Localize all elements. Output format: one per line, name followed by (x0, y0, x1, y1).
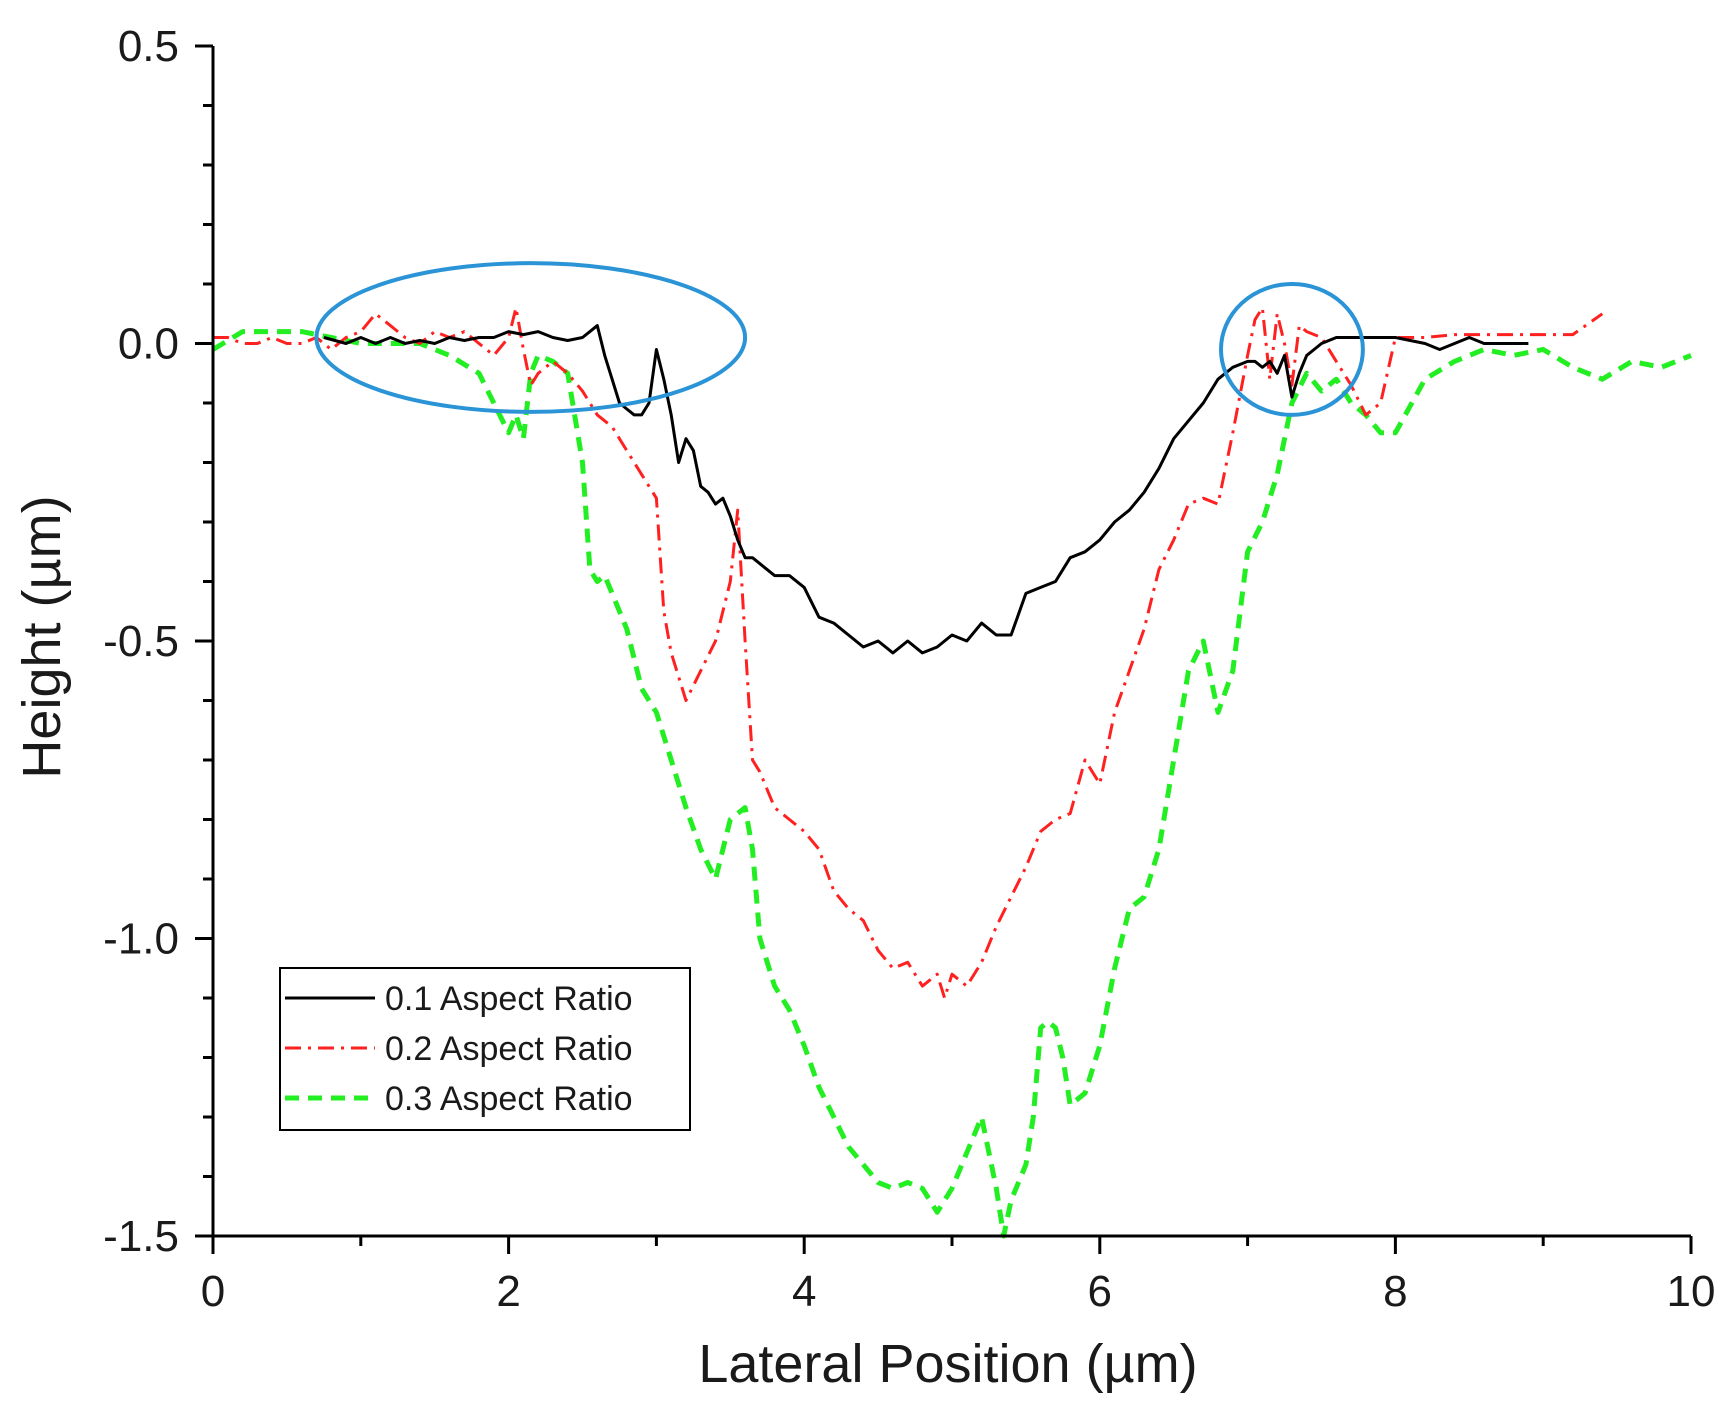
y-axis-title: Height (µm) (12, 495, 72, 778)
annotation-layer (314, 261, 1365, 417)
series-line-0.3-aspect-ratio (211, 329, 1692, 1239)
y-tick-label: -1.5 (103, 1212, 179, 1261)
legend-label-0.1: 0.1 Aspect Ratio (385, 980, 633, 1018)
x-axis-title: Lateral Position (µm) (698, 1334, 1197, 1394)
legend-label-0.2: 0.2 Aspect Ratio (385, 1030, 633, 1068)
x-tick-label: 4 (792, 1267, 816, 1316)
x-tick-label: 6 (1088, 1267, 1112, 1316)
legend-label-0.3: 0.3 Aspect Ratio (385, 1080, 633, 1118)
series-line-0.1-aspect-ratio (323, 324, 1529, 655)
x-tick-label: 8 (1383, 1267, 1407, 1316)
highlight-ellipse-1 (314, 261, 748, 414)
y-tick-label: 0.5 (118, 22, 179, 71)
y-tick-label: -1.0 (103, 915, 179, 964)
x-tick-label: 10 (1667, 1267, 1716, 1316)
series-line-0.2-aspect-ratio (213, 306, 1604, 1000)
ticks: 0 2 4 6 8 10 0.5 0.0 -0.5 -1.0 -1.5 (103, 22, 1715, 1316)
legend: 0.1 Aspect Ratio 0.2 Aspect Ratio 0.3 As… (279, 967, 691, 1131)
y-tick-label: -0.5 (103, 617, 179, 666)
plot-area (211, 306, 1692, 1239)
x-tick-label: 0 (201, 1267, 225, 1316)
highlight-circle-2 (1218, 282, 1365, 417)
x-tick-label: 2 (496, 1267, 520, 1316)
y-tick-label: 0.0 (118, 320, 179, 369)
